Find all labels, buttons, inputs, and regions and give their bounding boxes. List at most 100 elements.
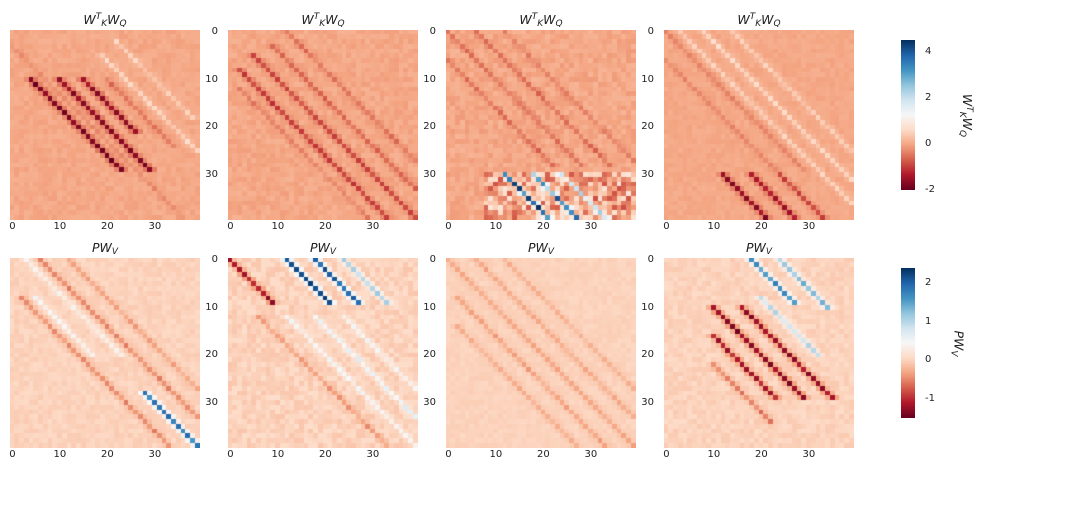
axes: 01020300102030 <box>446 258 636 448</box>
colorbar-tick: -2 <box>925 185 935 195</box>
axes: 01020300102030 <box>446 30 636 220</box>
y-tick: 30 <box>205 170 218 180</box>
x-tick: 10 <box>272 450 285 460</box>
y-tick: 20 <box>423 350 436 360</box>
heatmap-canvas <box>664 30 854 220</box>
title-W2: W <box>761 14 773 27</box>
title-sup-T: T <box>964 106 974 112</box>
x-tick: 20 <box>537 222 550 232</box>
x-tick: 10 <box>490 222 503 232</box>
y-tick: 20 <box>641 122 654 132</box>
colorbar-canvas <box>901 268 915 418</box>
x-tick: 10 <box>272 222 285 232</box>
x-tick: 30 <box>803 450 816 460</box>
y-tick: 30 <box>423 170 436 180</box>
title-W2: W <box>960 117 975 129</box>
title-W: W <box>737 14 749 27</box>
colorbar-tick: 1 <box>925 317 931 327</box>
x-tick: 0 <box>9 450 15 460</box>
figure: WTKWQ01020300102030WTKWQ01020300102030WT… <box>0 0 1080 528</box>
colorbar-area: -1012PWV <box>900 267 972 419</box>
y-tick: 30 <box>641 170 654 180</box>
y-tick: 10 <box>205 303 218 313</box>
heatmap-canvas <box>228 30 418 220</box>
y-tick: 0 <box>212 27 218 37</box>
panel-pwv-1: PWV01020300102030 <box>228 238 418 448</box>
y-tick: 20 <box>205 122 218 132</box>
x-ticks: 0102030 <box>664 222 854 234</box>
x-tick: 30 <box>367 450 380 460</box>
x-ticks: 0102030 <box>664 450 854 462</box>
x-tick: 10 <box>708 450 721 460</box>
panel-title: PWV <box>310 238 336 254</box>
title-sub-V: V <box>330 248 336 257</box>
y-tick: 0 <box>648 255 654 265</box>
x-tick: 0 <box>445 450 451 460</box>
x-tick: 0 <box>9 222 15 232</box>
panel-wkwq-1: WTKWQ 01020300102030 <box>228 10 418 220</box>
title-W: W <box>100 242 112 255</box>
axes: 01020300102030 <box>228 30 418 220</box>
title-sub-Q: Q <box>774 20 781 29</box>
panel-title: PWV <box>528 238 554 254</box>
title-sub-K: K <box>101 20 107 29</box>
panel-title: WTKWQ <box>519 10 562 26</box>
panel-pwv-3: PWV01020300102030 <box>664 238 854 448</box>
title-W: W <box>754 242 766 255</box>
heatmap-canvas <box>10 30 200 220</box>
y-tick: 10 <box>641 75 654 85</box>
title-sub-V: V <box>949 350 959 356</box>
x-tick: 20 <box>755 450 768 460</box>
row-pwv: PWV01020300102030PWV01020300102030PWV010… <box>10 238 1080 448</box>
x-tick: 30 <box>803 222 816 232</box>
y-tick: 20 <box>423 122 436 132</box>
title-W: W <box>318 242 330 255</box>
title-W2: W <box>325 14 337 27</box>
title-W: W <box>301 14 313 27</box>
x-tick: 20 <box>755 222 768 232</box>
x-tick: 30 <box>149 450 162 460</box>
x-tick: 10 <box>54 450 67 460</box>
panel-title: PWV <box>92 238 118 254</box>
title-sub-V: V <box>548 248 554 257</box>
colorbar: -2024 <box>900 39 916 191</box>
heatmap-canvas <box>10 258 200 448</box>
heatmap-canvas <box>446 30 636 220</box>
x-ticks: 0102030 <box>446 450 636 462</box>
title-sub-Q: Q <box>556 20 563 29</box>
heatmap-canvas <box>228 258 418 448</box>
panel-pwv-2: PWV 01020300102030 <box>446 238 636 448</box>
x-tick: 20 <box>101 222 114 232</box>
title-sub-Q: Q <box>957 130 967 137</box>
x-tick: 20 <box>537 450 550 460</box>
title-sub-K: K <box>537 20 543 29</box>
title-W: W <box>952 338 967 350</box>
axes: 01020300102030 <box>10 30 200 220</box>
title-sub-V: V <box>766 248 772 257</box>
colorbar-tick: 2 <box>925 93 931 103</box>
axes: 01020300102030 <box>664 258 854 448</box>
x-tick: 10 <box>54 222 67 232</box>
y-tick: 30 <box>205 398 218 408</box>
panel-title: WTKWQ <box>737 10 780 26</box>
x-tick: 0 <box>663 222 669 232</box>
title-sub-Q: Q <box>338 20 345 29</box>
colorbar-label: WTKWQ <box>960 93 975 136</box>
x-ticks: 0102030 <box>228 222 418 234</box>
row-wkwq: WTKWQ01020300102030WTKWQ01020300102030WT… <box>10 10 1080 220</box>
colorbar-canvas <box>901 40 915 190</box>
axes: 01020300102030 <box>10 258 200 448</box>
panels-group: PWV01020300102030PWV01020300102030PWV010… <box>10 238 854 448</box>
axes: 01020300102030 <box>664 30 854 220</box>
x-tick: 30 <box>585 222 598 232</box>
title-W: W <box>536 242 548 255</box>
y-tick: 30 <box>423 398 436 408</box>
title-P: P <box>746 242 754 255</box>
x-tick: 0 <box>227 222 233 232</box>
x-tick: 20 <box>319 222 332 232</box>
panel-title: WTKWQ <box>301 10 344 26</box>
panel-wkwq-0: WTKWQ01020300102030 <box>10 10 200 220</box>
title-W2: W <box>543 14 555 27</box>
y-tick: 0 <box>430 27 436 37</box>
panel-title: PWV <box>746 238 772 254</box>
